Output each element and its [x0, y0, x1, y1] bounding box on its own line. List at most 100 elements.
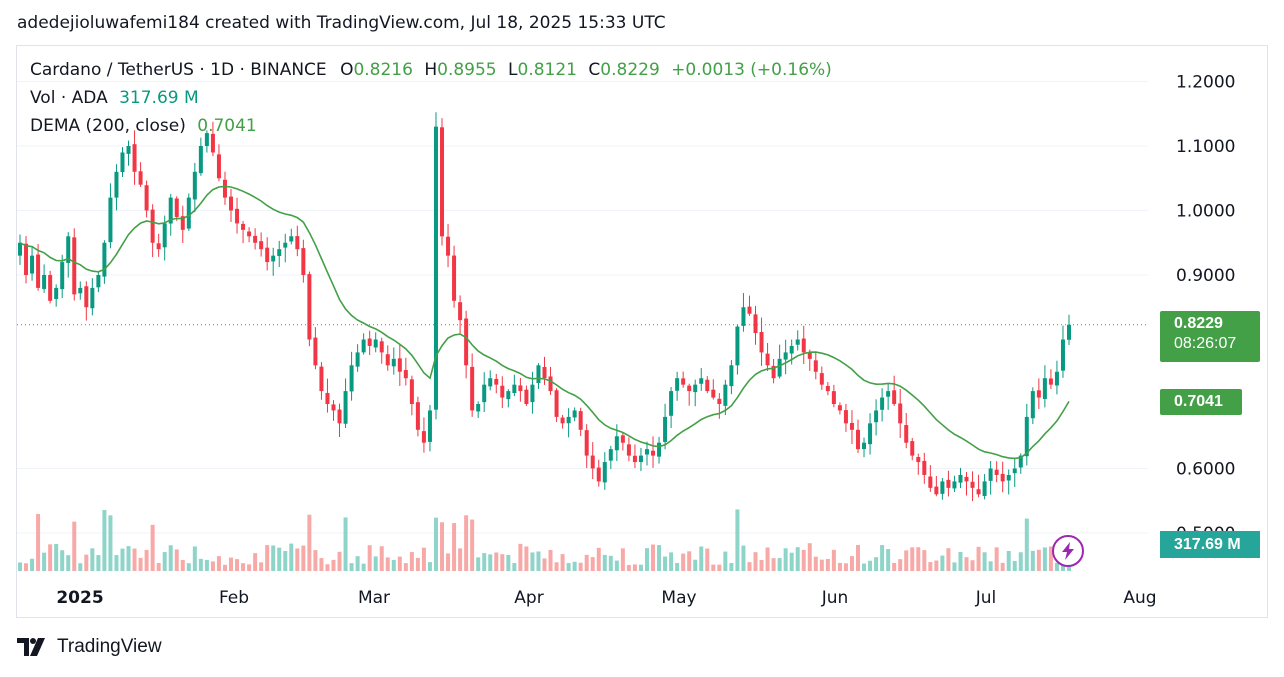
volume-bar	[283, 551, 288, 571]
lightning-icon	[1062, 542, 1074, 560]
volume-bar	[560, 554, 565, 571]
candle-body	[488, 378, 493, 387]
candle-body	[602, 462, 607, 483]
candle-body	[1000, 473, 1005, 482]
volume-bar	[904, 550, 909, 571]
dema-value: 0.7041	[197, 116, 257, 136]
candle-body	[910, 441, 915, 456]
candle-body	[626, 444, 631, 456]
candle-body	[898, 403, 903, 424]
volume-bar	[168, 545, 173, 571]
volume-bar	[687, 551, 692, 571]
volume-bar	[18, 562, 22, 571]
volume-bar	[512, 563, 517, 571]
candle-body	[958, 474, 963, 483]
volume-bar	[265, 545, 270, 571]
candle-body	[524, 389, 529, 404]
candle-body	[349, 365, 354, 392]
volume-bar	[331, 559, 336, 571]
volume-bar	[741, 545, 746, 571]
candle-body	[458, 302, 463, 321]
candle-body	[663, 416, 668, 442]
volume-bar	[934, 560, 939, 571]
volume-bar	[313, 550, 318, 571]
volume-label[interactable]: Vol · ADA	[30, 88, 108, 108]
candle-body	[542, 366, 547, 379]
volume-bar	[916, 547, 921, 571]
x-tick-label: Apr	[514, 588, 543, 608]
candle-body	[693, 384, 698, 393]
volume-bar	[229, 557, 234, 571]
volume-bar	[325, 564, 330, 571]
tradingview-logo-icon[interactable]	[17, 638, 49, 656]
candle-body	[753, 314, 758, 334]
volume-bar	[837, 562, 842, 571]
volume-bar	[186, 563, 191, 571]
volume-bar	[765, 547, 770, 571]
candle-body	[192, 171, 197, 200]
volume-bar	[289, 543, 294, 571]
candle-body	[644, 449, 649, 455]
lightning-button[interactable]	[1052, 535, 1084, 567]
volume-bar	[880, 545, 885, 571]
volume-bar	[138, 557, 143, 571]
volume-bar	[524, 546, 529, 571]
price-badge-countdown: 08:26:07	[1174, 335, 1237, 352]
volume-bar	[777, 558, 782, 571]
candle-body	[771, 365, 776, 379]
author-line: adedejioluwafemi184 created with Trading…	[17, 13, 666, 33]
volume-bar	[669, 552, 674, 571]
candle-body	[994, 469, 999, 475]
volume-bar	[373, 556, 378, 571]
volume-bar	[102, 510, 107, 571]
candle-body	[48, 275, 53, 301]
volume-bar	[403, 563, 408, 571]
volume-bar	[602, 554, 607, 571]
volume-bar	[210, 561, 215, 571]
volume-bar	[84, 554, 89, 571]
volume-bar	[235, 559, 240, 571]
volume-bar	[753, 552, 758, 571]
volume-bar	[675, 562, 680, 571]
volume-bar	[385, 557, 390, 571]
candle-body	[162, 223, 167, 248]
volume-bar	[855, 544, 860, 571]
candle-body	[433, 126, 438, 410]
volume-bar	[367, 545, 372, 571]
dema-legend: DEMA (200, close) 0.7041	[30, 116, 257, 136]
volume-bar	[132, 548, 137, 571]
volume-bar	[427, 562, 432, 571]
legend-symbol[interactable]: Cardano / TetherUS · 1D · BINANCE	[30, 60, 327, 80]
candle-body	[934, 486, 939, 495]
footer-brand[interactable]: TradingView	[57, 636, 162, 657]
candle-body	[572, 410, 577, 418]
candle-body	[729, 365, 734, 387]
volume-bar	[831, 549, 836, 571]
legend-low: 0.8121	[517, 60, 577, 80]
candle-body	[343, 391, 348, 424]
candle-body	[253, 235, 258, 243]
x-tick-label: 2025	[56, 588, 103, 608]
candle-body	[886, 391, 891, 397]
volume-bar	[657, 545, 662, 571]
legend-o-label: O	[340, 60, 354, 80]
volume-bar	[819, 559, 824, 571]
candle-body	[1042, 378, 1047, 399]
candle-body	[60, 262, 65, 290]
candle-body	[132, 144, 137, 172]
x-tick-label: Jul	[975, 588, 997, 608]
volume-bar	[464, 515, 469, 571]
candle-body	[66, 236, 71, 263]
volume-bar	[530, 552, 535, 571]
volume-bar	[54, 543, 59, 571]
volume-bar	[452, 523, 457, 571]
candle-body	[337, 409, 342, 424]
volume-bar	[42, 552, 47, 571]
dema-label[interactable]: DEMA (200, close)	[30, 116, 186, 136]
volume-bar	[1054, 562, 1059, 571]
candle-body	[500, 385, 505, 398]
candle-body	[669, 391, 674, 416]
volume-bar	[241, 563, 246, 571]
volume-bar	[1018, 552, 1023, 571]
